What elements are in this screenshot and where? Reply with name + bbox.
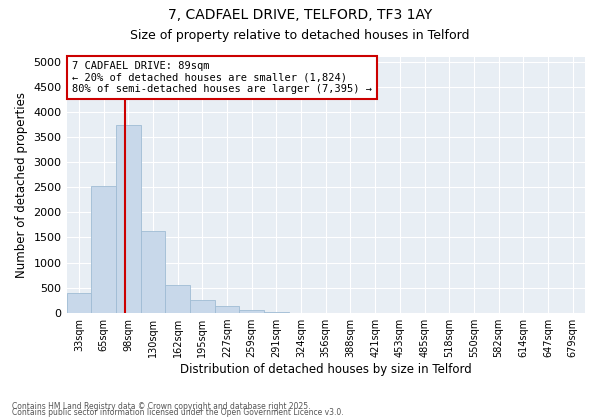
- Text: 7 CADFAEL DRIVE: 89sqm
← 20% of detached houses are smaller (1,824)
80% of semi-: 7 CADFAEL DRIVE: 89sqm ← 20% of detached…: [72, 61, 372, 94]
- Y-axis label: Number of detached properties: Number of detached properties: [15, 92, 28, 278]
- Bar: [140, 231, 165, 312]
- Text: Contains HM Land Registry data © Crown copyright and database right 2025.: Contains HM Land Registry data © Crown c…: [12, 402, 311, 411]
- X-axis label: Distribution of detached houses by size in Telford: Distribution of detached houses by size …: [180, 362, 472, 375]
- Bar: [116, 125, 140, 312]
- Text: 7, CADFAEL DRIVE, TELFORD, TF3 1AY: 7, CADFAEL DRIVE, TELFORD, TF3 1AY: [168, 8, 432, 22]
- Bar: [215, 307, 239, 312]
- Bar: [165, 285, 190, 312]
- Bar: [91, 186, 116, 312]
- Bar: [67, 293, 91, 312]
- Bar: [190, 300, 215, 312]
- Bar: [239, 310, 264, 312]
- Text: Size of property relative to detached houses in Telford: Size of property relative to detached ho…: [130, 29, 470, 42]
- Text: Contains public sector information licensed under the Open Government Licence v3: Contains public sector information licen…: [12, 408, 344, 417]
